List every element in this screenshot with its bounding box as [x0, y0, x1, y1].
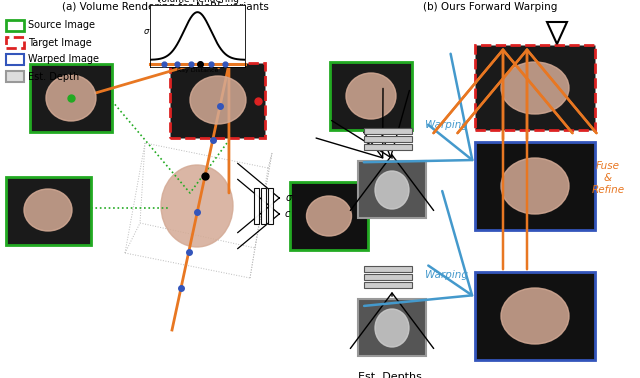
Text: Est. Depths: Est. Depths	[358, 372, 422, 378]
Bar	[364, 282, 412, 288]
Text: (b) Ours Forward Warping: (b) Ours Forward Warping	[423, 2, 557, 12]
Bar	[364, 136, 412, 142]
Bar	[358, 161, 426, 218]
Bar	[475, 142, 595, 230]
Bar	[6, 54, 24, 65]
Ellipse shape	[161, 165, 233, 247]
Bar	[364, 274, 412, 280]
X-axis label: Ray Distance: Ray Distance	[177, 68, 218, 73]
Y-axis label: $\sigma$: $\sigma$	[143, 27, 151, 36]
Bar	[475, 45, 595, 130]
Ellipse shape	[375, 171, 409, 209]
Text: c: c	[285, 209, 291, 219]
Bar	[261, 188, 266, 224]
Text: Target Image: Target Image	[28, 37, 92, 48]
Text: Est. Depth: Est. Depth	[28, 71, 79, 82]
Ellipse shape	[501, 158, 569, 214]
Text: Warping: Warping	[426, 120, 468, 130]
Bar	[364, 128, 412, 134]
Text: Warping: Warping	[426, 270, 468, 280]
Bar	[30, 64, 112, 132]
Text: Source Image: Source Image	[28, 20, 95, 31]
Bar	[358, 299, 426, 356]
Ellipse shape	[501, 288, 569, 344]
Title: Volume Rendering: Volume Rendering	[156, 0, 239, 4]
Ellipse shape	[375, 309, 409, 347]
Bar	[290, 182, 368, 250]
Ellipse shape	[501, 62, 569, 114]
Bar	[170, 63, 265, 138]
Bar	[6, 71, 24, 82]
Bar	[364, 144, 412, 150]
Text: $\sigma$: $\sigma$	[285, 193, 293, 203]
Bar	[330, 62, 412, 130]
Ellipse shape	[24, 189, 72, 231]
Ellipse shape	[190, 76, 246, 124]
Bar	[6, 37, 24, 48]
Polygon shape	[547, 22, 567, 44]
Bar	[6, 177, 91, 245]
Bar	[254, 188, 259, 224]
Text: (a) Volume Rendering for NeRF variants: (a) Volume Rendering for NeRF variants	[61, 2, 268, 12]
Bar	[268, 188, 273, 224]
Bar	[364, 266, 412, 272]
Text: Warped Image: Warped Image	[28, 54, 99, 65]
Text: Fuse
&
Refine: Fuse & Refine	[591, 161, 625, 195]
Polygon shape	[216, 22, 236, 44]
Bar	[475, 272, 595, 360]
Ellipse shape	[46, 75, 96, 121]
Bar	[6, 20, 24, 31]
Ellipse shape	[346, 73, 396, 119]
Ellipse shape	[307, 196, 351, 236]
